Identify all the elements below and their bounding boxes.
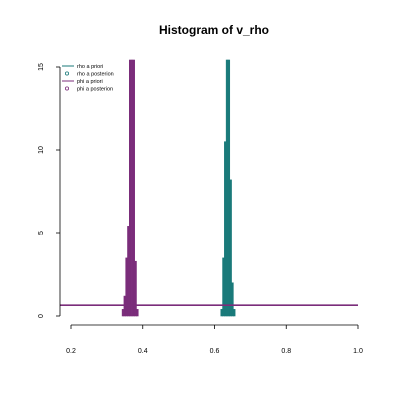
- legend-circle-swatch-3: [65, 86, 70, 91]
- x-tick-label-4: 1.0: [353, 348, 363, 355]
- histogram-bars: [121, 59, 236, 317]
- y-tick-label-3: 15: [38, 63, 45, 71]
- x-tick-label-0: 0.2: [66, 348, 76, 355]
- y-axis-ticks: 0 5 10 15: [38, 63, 60, 318]
- histogram-bar-1-5: [229, 179, 232, 317]
- legend-label-1: rho a posterion: [77, 72, 114, 78]
- legend-label-2: phi a priori: [77, 79, 103, 85]
- x-tick-label-2: 0.6: [210, 348, 220, 355]
- histogram-bar-1-6: [231, 282, 234, 317]
- y-tick-label-0: 0: [38, 314, 45, 318]
- histogram-bar-1-7: [233, 309, 236, 317]
- legend-label-3: phi a posterion: [77, 87, 113, 93]
- chart-title: Histogram of v_rho: [159, 23, 269, 37]
- x-tick-label-1: 0.4: [138, 348, 148, 355]
- x-axis-ticks: 0.2 0.4 0.6 0.8 1.0: [66, 325, 363, 355]
- legend-label-0: rho a priori: [77, 64, 103, 70]
- y-tick-label-1: 5: [38, 231, 45, 235]
- y-tick-label-2: 10: [38, 146, 45, 154]
- x-tick-label-3: 0.8: [281, 348, 291, 355]
- legend-circle-swatch-1: [65, 71, 70, 76]
- histogram-bar-0-7: [134, 260, 137, 317]
- histogram-bar-0-8: [136, 309, 139, 317]
- histogram-bar-0-6: [132, 59, 135, 317]
